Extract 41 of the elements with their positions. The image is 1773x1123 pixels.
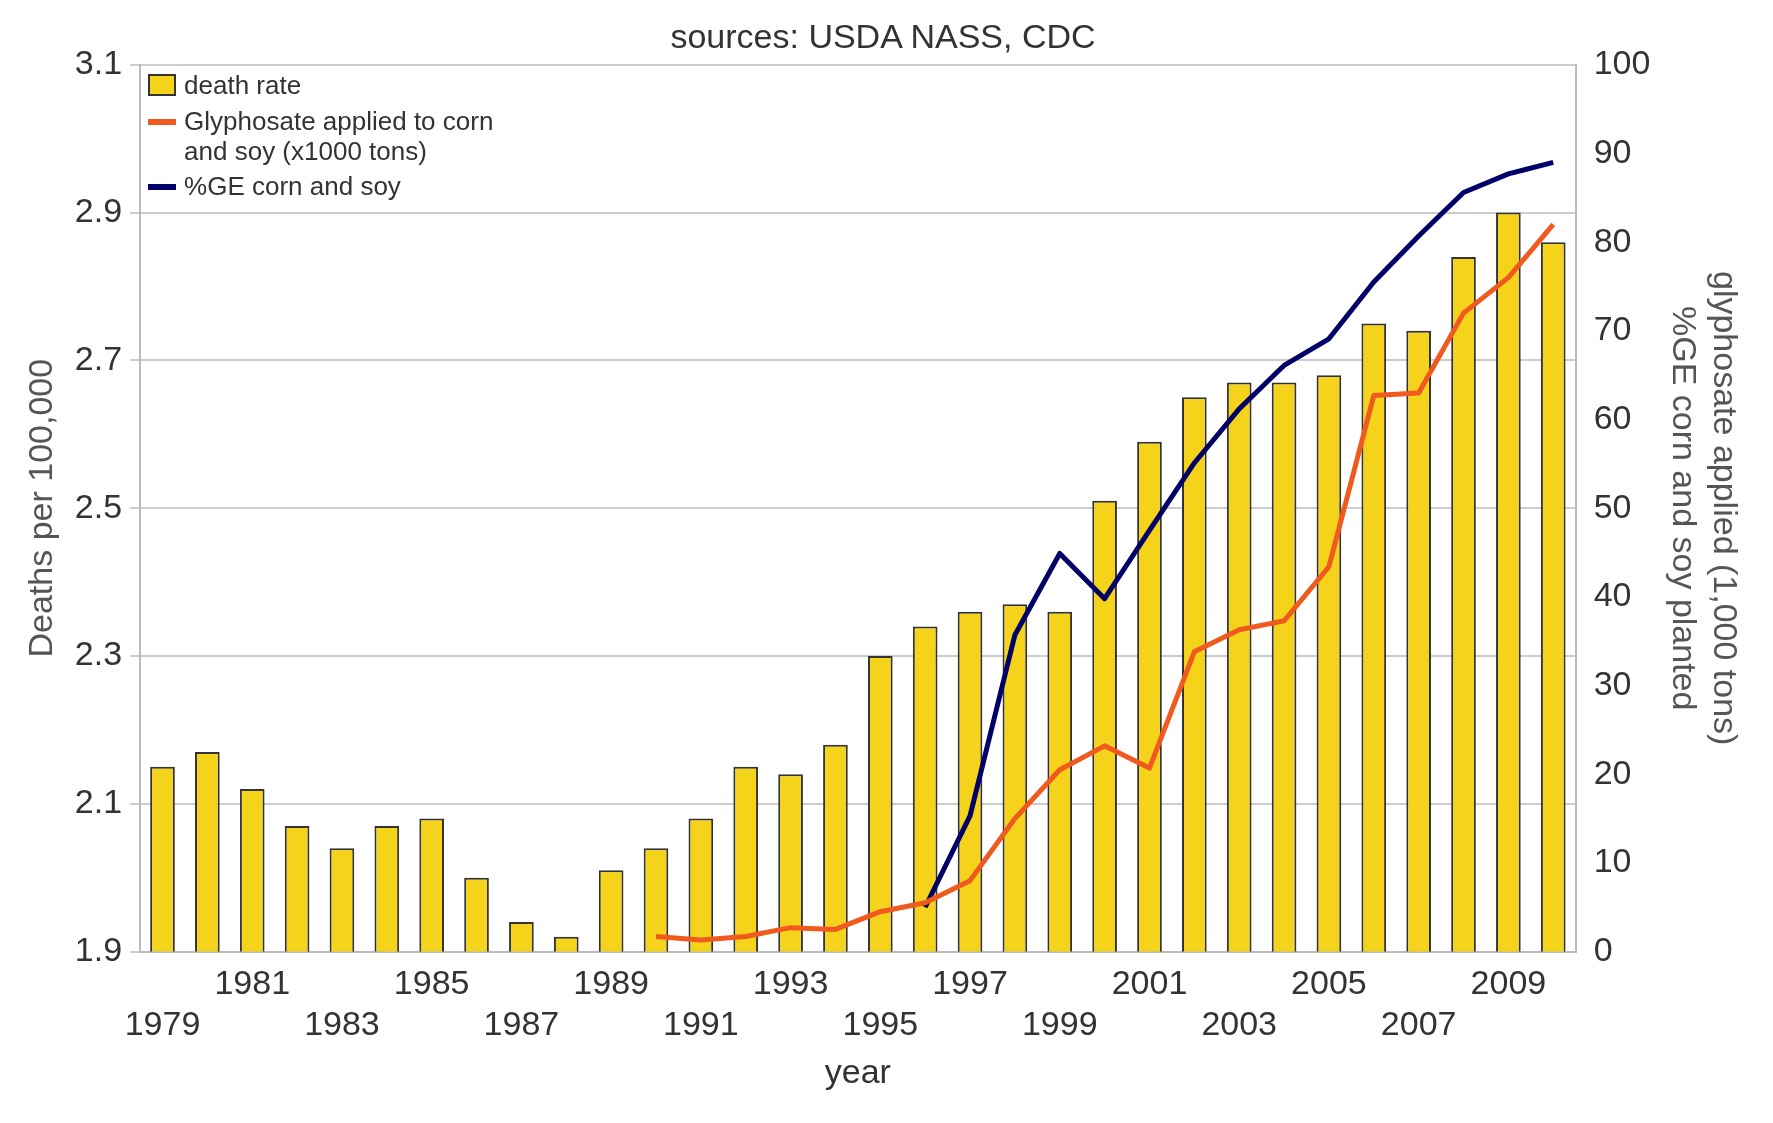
y2-tick-label: 60: [1593, 397, 1632, 436]
y-tick-label: 2.7: [74, 338, 123, 377]
y-tick-label: 2.1: [74, 782, 123, 821]
y-tick-label: 3.1: [74, 43, 123, 82]
y2-tick-label: 20: [1593, 752, 1632, 791]
x-tick-label: 1997: [932, 963, 1008, 1002]
x-tick-label: 1999: [1021, 1004, 1098, 1043]
x-tick-label: 2005: [1291, 963, 1367, 1002]
x-tick-label: 2003: [1201, 1004, 1278, 1043]
x-tick-label: 1981: [214, 963, 291, 1002]
y2-tick-label: 100: [1593, 43, 1651, 82]
legend-label: death rate: [184, 69, 302, 101]
y-axis-title: Deaths per 100,000: [20, 358, 59, 658]
y2-tick-label: 30: [1593, 663, 1632, 702]
y2-tick-label: 50: [1593, 486, 1632, 525]
y2-tick-label: 40: [1593, 575, 1632, 614]
y2-tick-label: 70: [1593, 309, 1632, 348]
y-tick-label: 2.9: [74, 190, 123, 229]
y-tick-label: 1.9: [74, 929, 123, 968]
x-tick-label: 1987: [483, 1004, 560, 1043]
y2-tick-label: 10: [1593, 841, 1632, 880]
x-tick-label: 2007: [1380, 1004, 1457, 1043]
y2-tick-label: 80: [1593, 220, 1632, 259]
x-tick-label: 2009: [1470, 963, 1547, 1002]
x-tick-label: 1985: [393, 963, 470, 1002]
x-tick-label: 2001: [1111, 963, 1188, 1002]
y2-axis-title: glyphosate applied (1,000 tons) %GE corn and soy planted: [1666, 270, 1746, 746]
y2-tick-label: 0: [1593, 929, 1613, 968]
x-tick-label: 1995: [842, 1004, 919, 1043]
y2-tick-label: 90: [1593, 131, 1632, 170]
y-tick-label: 2.3: [74, 634, 123, 673]
chart-title: sources: USDA NASS, CDC: [670, 16, 1096, 55]
x-tick-label: 1989: [573, 963, 649, 1002]
x-tick-label: 1993: [752, 963, 829, 1002]
x-tick-label: 1991: [663, 1004, 739, 1043]
x-tick-label: 1983: [304, 1004, 380, 1043]
y-tick-label: 2.5: [74, 486, 123, 525]
x-axis-title: year: [824, 1051, 891, 1090]
legend-label: Glyphosate applied to corn and soy (x1000 tons): [184, 105, 495, 167]
legend-label: %GE corn and soy: [184, 171, 401, 203]
x-tick-label: 1979: [124, 1004, 201, 1043]
